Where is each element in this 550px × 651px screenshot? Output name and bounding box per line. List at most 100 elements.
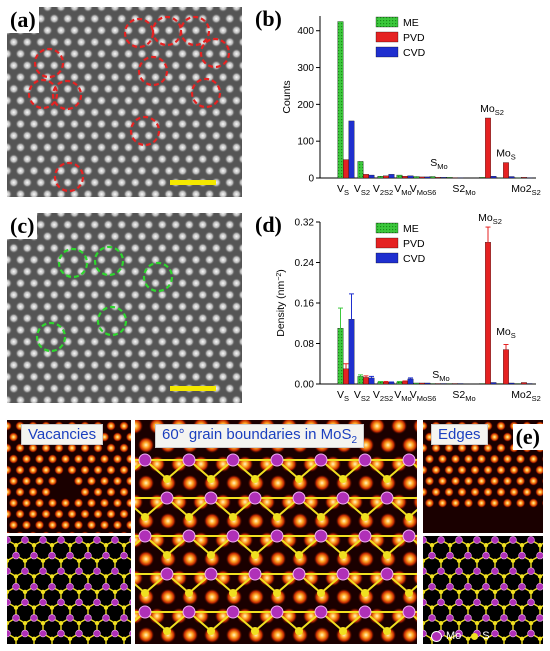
- bar-cvd: [508, 176, 515, 179]
- bar-pvd: [402, 381, 408, 385]
- bar-cvd: [457, 177, 464, 179]
- stem-image-c: [7, 213, 242, 403]
- mo-legend-dot: [431, 630, 442, 642]
- bar-cvd: [526, 383, 533, 385]
- vacancies-title: Vacancies: [21, 424, 104, 445]
- bar-cvd: [490, 176, 497, 179]
- bar-me: [377, 381, 384, 385]
- grain-boundary-model-overlay: [135, 453, 417, 635]
- bar-cvd: [508, 382, 515, 385]
- panel-e-edges-model: Mo S: [423, 536, 543, 644]
- bar-pvd: [343, 368, 349, 385]
- x-tick-label: S2Mo: [452, 183, 475, 197]
- s-legend-label: S: [482, 630, 490, 642]
- chart-b-svg: 0 100 200 300 400 Counts ME PVD CVD VS VS2 V2S2 VMoV…: [281, 16, 541, 197]
- x-tick-label: V2S2: [373, 389, 393, 403]
- bar-me: [357, 376, 364, 385]
- bar-me: [337, 21, 344, 179]
- panel-label-d: (d): [252, 212, 285, 238]
- bar-me: [429, 176, 436, 179]
- bar-me: [396, 381, 403, 385]
- atom-legend: Mo S: [431, 630, 490, 642]
- bar-me: [515, 383, 522, 385]
- bar-pvd: [435, 177, 441, 179]
- x-tick-label: Mo2S2: [511, 389, 541, 403]
- defect-marker-circle: [179, 15, 211, 47]
- atomic-model-lattice: [423, 536, 543, 644]
- legend-swatch-pvd: [375, 31, 399, 43]
- legend-label-cvd: CVD: [403, 253, 426, 265]
- panel-c-stem-image: (c): [7, 213, 242, 403]
- bar-me: [446, 177, 453, 179]
- bar-annotation: MoS: [496, 326, 516, 340]
- panel-label-e: (e): [512, 424, 543, 450]
- defect-marker-circle: [129, 115, 161, 147]
- bar-cvd: [368, 174, 375, 179]
- bar-annotation: MoS: [496, 148, 516, 162]
- bar-pvd: [503, 162, 509, 179]
- bar-me: [515, 177, 522, 179]
- legend-swatch-cvd: [375, 46, 399, 58]
- x-tick-label: VMo: [394, 389, 411, 403]
- y-tick-label: 200: [297, 100, 314, 111]
- x-tick-label: VMo: [394, 183, 411, 197]
- bar-annotation: SMo: [430, 157, 447, 171]
- bar-cvd: [368, 377, 375, 385]
- defect-marker-circle: [93, 245, 125, 277]
- vacancies-atomic-model: [7, 536, 131, 644]
- bar-me: [337, 328, 344, 385]
- defect-marker-circle: [57, 247, 89, 279]
- y-tick-label: 300: [297, 63, 314, 74]
- gb-title-subscript: 2: [351, 435, 358, 446]
- scale-bar: [170, 180, 216, 185]
- defect-marker-circle: [190, 77, 222, 109]
- bar-me: [446, 383, 453, 385]
- legend-label-me: ME: [403, 17, 419, 29]
- panel-e-grain-boundary: 60° grain boundaries in MoS2: [135, 420, 417, 644]
- lattice-atoms: [7, 7, 242, 197]
- bar-cvd: [424, 382, 431, 385]
- scale-bar: [170, 386, 216, 391]
- stem-image-a: [7, 7, 242, 197]
- bar-pvd: [521, 177, 527, 179]
- y-tick-label: 0.32: [295, 218, 315, 229]
- defect-marker-circle: [35, 321, 67, 353]
- defect-marker-circle: [142, 261, 174, 293]
- legend-swatch-pvd: [375, 237, 399, 249]
- bar-me: [396, 174, 403, 179]
- bar-pvd: [485, 117, 491, 179]
- bar-cvd: [490, 382, 497, 385]
- panel-label-b: (b): [252, 6, 285, 32]
- y-tick-label: 100: [297, 137, 314, 148]
- x-tick-label: V2S2: [373, 183, 393, 197]
- bar-me: [497, 177, 504, 179]
- bar-pvd: [363, 174, 369, 179]
- bar-pvd: [521, 382, 527, 385]
- bar-cvd: [440, 383, 447, 385]
- x-tick-label: VS: [337, 389, 349, 403]
- chart-d-svg: 0.00 0.08 0.16 0.24 0.32 Density (nm−2) ME PVD C…: [275, 212, 541, 403]
- panel-d-chart: 0.00 0.08 0.16 0.24 0.32 Density (nm−2) ME PVD C…: [248, 208, 546, 413]
- legend-label-cvd: CVD: [403, 47, 426, 59]
- legend-swatch-cvd: [375, 252, 399, 264]
- x-tick-label: S2Mo: [452, 389, 475, 403]
- bar-pvd: [435, 383, 441, 385]
- bar-me: [429, 383, 436, 385]
- defect-marker-circle: [27, 78, 59, 110]
- bar-pvd: [383, 381, 389, 385]
- panel-b-chart: 0 100 200 300 400 Counts ME PVD CVD VS VS2 V2S2 VMo V…: [248, 2, 546, 207]
- bar-pvd: [452, 383, 458, 385]
- x-tick-label: Mo2S2: [511, 183, 541, 197]
- bar-cvd: [407, 378, 414, 385]
- y-tick-label: 0: [308, 174, 314, 185]
- x-tick-label: VMoS6: [410, 389, 437, 403]
- bar-cvd: [526, 177, 533, 179]
- bar-pvd: [419, 176, 425, 179]
- panel-label-a: (a): [7, 7, 39, 33]
- x-tick-label: VS2: [354, 183, 370, 197]
- s-legend-dot: [471, 632, 479, 640]
- bar-cvd: [388, 174, 395, 179]
- legend-label-pvd: PVD: [403, 32, 425, 44]
- bar-cvd: [457, 383, 464, 385]
- bar-cvd: [440, 177, 447, 179]
